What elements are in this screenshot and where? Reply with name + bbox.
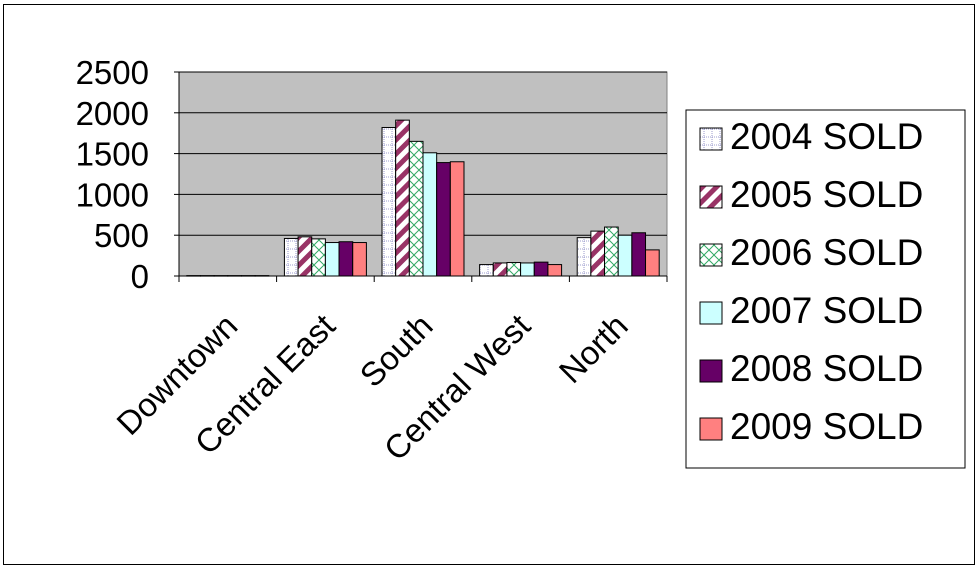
y-tick-label: 1000 — [76, 176, 149, 213]
legend-box — [685, 109, 966, 469]
y-tick-label: 2000 — [76, 95, 149, 132]
category-label: South — [353, 307, 440, 394]
bar — [604, 226, 619, 277]
legend-label: 2007 SOLD — [730, 290, 923, 331]
bar — [283, 237, 299, 277]
y-tick-label: 0 — [131, 258, 149, 295]
legend-swatch — [699, 243, 723, 267]
bar — [297, 236, 313, 277]
bar — [576, 237, 592, 277]
bar — [395, 119, 410, 277]
legend-swatch — [699, 185, 723, 209]
bar — [408, 140, 424, 277]
bar — [547, 264, 563, 277]
legend-swatch — [699, 417, 723, 441]
legend-label: 2006 SOLD — [730, 232, 923, 273]
bar — [617, 234, 633, 277]
bar — [645, 249, 660, 277]
legend-label: 2005 SOLD — [730, 174, 923, 215]
legend-label: 2009 SOLD — [730, 406, 923, 447]
bar — [533, 261, 549, 277]
bar — [590, 230, 606, 277]
bar — [422, 152, 438, 277]
legend-swatch — [699, 127, 723, 151]
bar — [479, 264, 494, 277]
legend-label: 2004 SOLD — [730, 116, 923, 157]
bar — [311, 238, 326, 277]
bar — [381, 126, 397, 277]
bar — [324, 242, 340, 277]
chart-frame: 0 500 1000 1500 2000 2500 Downtown Central East… — [3, 4, 975, 565]
bar — [436, 162, 451, 277]
legend-swatch — [699, 359, 723, 383]
legend-swatch — [699, 301, 723, 325]
y-tick-label: 2500 — [76, 54, 149, 91]
y-tick-label: 500 — [94, 217, 149, 254]
legend: 2004 SOLD 2005 SOLD 2006 SOLD 2007 SOLD 2008… — [685, 109, 966, 469]
category-label: North — [552, 307, 635, 390]
bar — [338, 241, 354, 277]
bar — [352, 242, 367, 277]
y-tick-label: 1500 — [76, 136, 149, 173]
bar — [506, 262, 522, 277]
bar — [492, 262, 508, 277]
bar — [449, 161, 465, 277]
bar — [631, 232, 647, 277]
legend-label: 2008 SOLD — [730, 348, 923, 389]
bar — [520, 262, 535, 277]
